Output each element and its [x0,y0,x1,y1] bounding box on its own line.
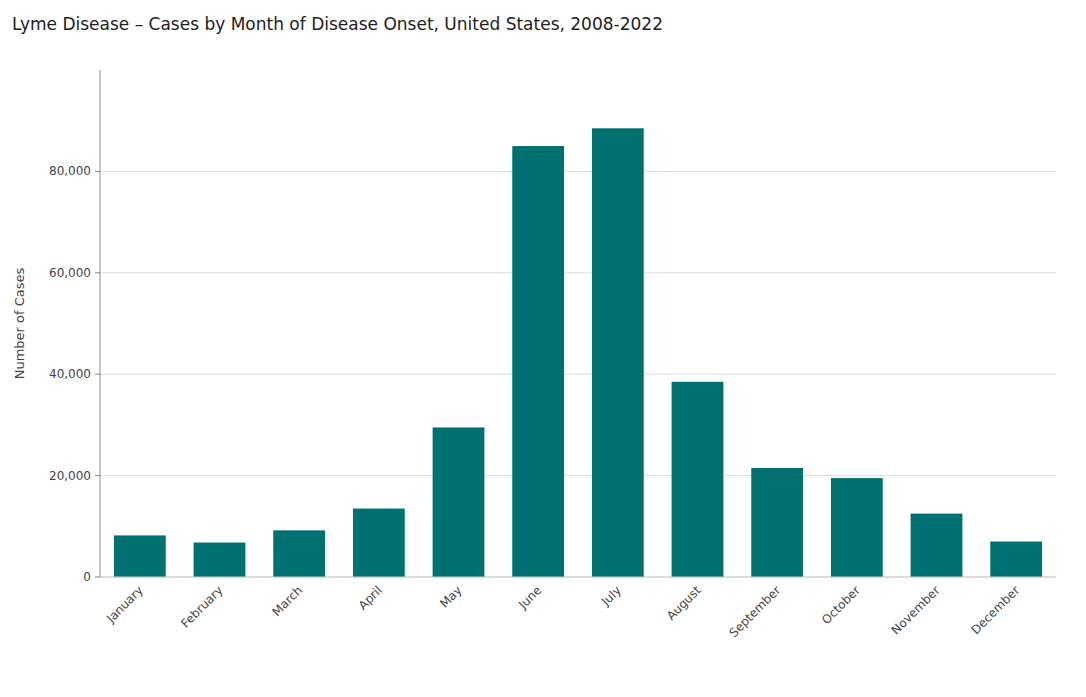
bar [911,514,963,577]
category-label: May [437,583,464,610]
tick-mark [95,374,100,375]
bar [831,478,883,577]
y-axis-label: Number of Cases [12,267,27,379]
bar [194,543,246,577]
y-axis-line [100,70,101,577]
category-label: August [664,583,704,623]
tick-mark [95,272,100,273]
category-label: June [515,583,544,612]
tick-mark [95,475,100,476]
category-label: September [726,583,783,640]
tick-label: 60,000 [49,266,91,280]
tick-label: 20,000 [49,469,91,483]
category-label: July [598,583,624,609]
bar [273,530,325,577]
category-label: April [356,583,385,612]
grid-line [100,577,1056,578]
category-label: February [178,583,226,631]
x-axis-line [100,577,1056,578]
category-label: March [270,583,306,619]
category-label: October [819,583,863,627]
y-axis: 0 20,000 40,000 60,000 80,000 [49,70,100,584]
bar [672,382,724,577]
grid-line [100,475,1056,476]
grid-line [100,272,1056,273]
tick-label: 0 [83,570,91,584]
tick-mark [95,171,100,172]
grid [100,171,1056,577]
tick-label: 40,000 [49,367,91,381]
bar [353,509,405,577]
bar [512,146,564,577]
category-label: December [968,583,1022,637]
tick-mark [95,577,100,578]
category-label: November [889,583,943,637]
x-axis: January February March April May June July Augu… [100,577,1056,640]
grid-line [100,171,1056,172]
bars [114,128,1042,577]
chart: Lyme Disease – Cases by Month of Disease… [0,0,1086,697]
bar [114,535,166,577]
bar [990,542,1042,577]
title: Lyme Disease – Cases by Month of Disease… [12,14,663,34]
grid-line [100,374,1056,375]
bar [433,427,485,577]
category-label: January [103,583,146,626]
bar [751,468,803,577]
bar [592,128,644,577]
tick-label: 80,000 [49,164,91,178]
